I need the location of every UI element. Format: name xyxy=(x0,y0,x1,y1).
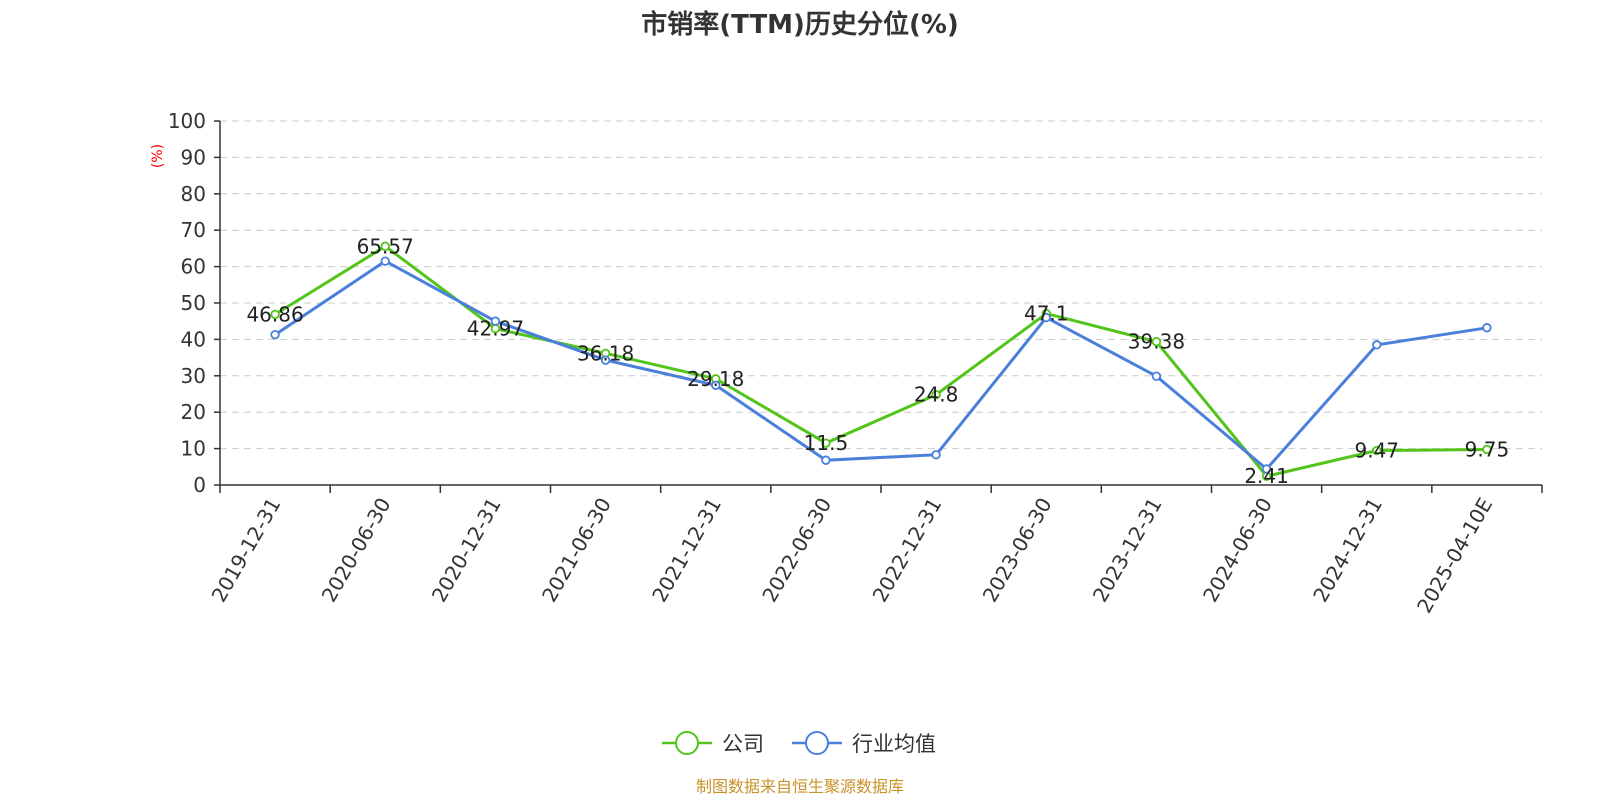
x-tick-label: 2023-12-31 xyxy=(1088,494,1167,607)
data-point xyxy=(931,450,941,460)
data-label: 11.5 xyxy=(804,431,849,455)
y-tick-label: 30 xyxy=(181,364,206,388)
data-point xyxy=(931,390,941,400)
x-tick-label: 2022-12-31 xyxy=(868,493,947,606)
legend[interactable]: 公司 行业均值 xyxy=(662,731,936,756)
x-tick-label: 2021-12-31 xyxy=(647,494,726,607)
series-line xyxy=(274,244,1487,478)
data-point xyxy=(270,329,280,340)
data-label: 9.47 xyxy=(1354,439,1399,463)
series-layer xyxy=(270,241,1492,481)
data-point xyxy=(270,309,280,320)
x-tick-label: 2023-06-30 xyxy=(978,494,1057,607)
x-tick-label: 2024-12-31 xyxy=(1308,494,1387,607)
y-tick-label: 90 xyxy=(181,145,206,169)
x-tick-label: 2020-12-31 xyxy=(427,493,506,606)
data-label: 42.97 xyxy=(467,317,524,341)
y-tick-label: 10 xyxy=(181,437,206,461)
y-tick-label: 40 xyxy=(181,327,206,351)
data-point xyxy=(490,316,501,326)
data-point xyxy=(1372,445,1382,456)
data-point xyxy=(821,455,831,465)
data-label: 36.18 xyxy=(577,341,634,365)
data-labels: 46.86 65.57 42.97 36.18 29.18 11.5 24.8 47.1 39.… xyxy=(246,234,1509,488)
data-point xyxy=(1372,340,1382,350)
series-line xyxy=(274,259,1488,471)
data-point xyxy=(1151,371,1162,381)
source-note: 制图数据来自恒生聚源数据库 xyxy=(696,777,904,796)
data-label: 24.8 xyxy=(914,383,959,407)
chart-title: 市销率(TTM)历史分位(%) xyxy=(641,9,959,40)
data-label: 39.38 xyxy=(1128,330,1185,354)
y-tick-label: 20 xyxy=(181,400,206,424)
data-label: 47.1 xyxy=(1024,302,1069,326)
y-tick-label: 60 xyxy=(181,255,206,279)
x-tick-label: 2022-06-30 xyxy=(757,494,836,607)
data-point xyxy=(380,241,390,252)
legend-marker xyxy=(805,731,829,755)
data-point xyxy=(1041,312,1051,323)
data-label: 29.18 xyxy=(687,367,744,391)
data-point xyxy=(600,355,611,365)
data-label: 9.75 xyxy=(1465,438,1510,462)
legend-marker xyxy=(675,731,699,755)
data-point xyxy=(821,438,831,448)
y-tick-label: 0 xyxy=(193,473,206,497)
x-tick-label: 2021-06-30 xyxy=(537,494,616,607)
x-tick-label: 2019-12-31 xyxy=(207,494,286,607)
data-label: 2.41 xyxy=(1244,464,1289,488)
y-tick-label: 70 xyxy=(181,218,206,242)
legend-label[interactable]: 公司 xyxy=(722,732,764,756)
x-tick-label: 2024-06-30 xyxy=(1198,494,1277,607)
x-tick-label: 2025-04-10E xyxy=(1412,494,1497,618)
data-point xyxy=(380,256,390,266)
x-tick-label: 2020-06-30 xyxy=(317,494,396,607)
data-point xyxy=(1482,323,1492,333)
y-axis-unit-label: (%) xyxy=(150,144,166,168)
legend-label[interactable]: 行业均值 xyxy=(852,732,936,756)
axes: 0 10 20 30 40 50 60 70 80 90 100 2019-12-31 2020-06-… xyxy=(168,109,1543,618)
grid-lines xyxy=(220,120,1542,450)
data-label: 65.57 xyxy=(357,234,414,258)
data-point xyxy=(1482,444,1492,455)
y-tick-label: 100 xyxy=(168,109,206,133)
data-label: 46.86 xyxy=(246,302,303,326)
y-tick-label: 50 xyxy=(181,291,206,315)
data-point xyxy=(1261,464,1272,474)
data-point xyxy=(711,380,721,390)
y-tick-label: 80 xyxy=(181,182,206,206)
data-point xyxy=(1151,336,1162,347)
